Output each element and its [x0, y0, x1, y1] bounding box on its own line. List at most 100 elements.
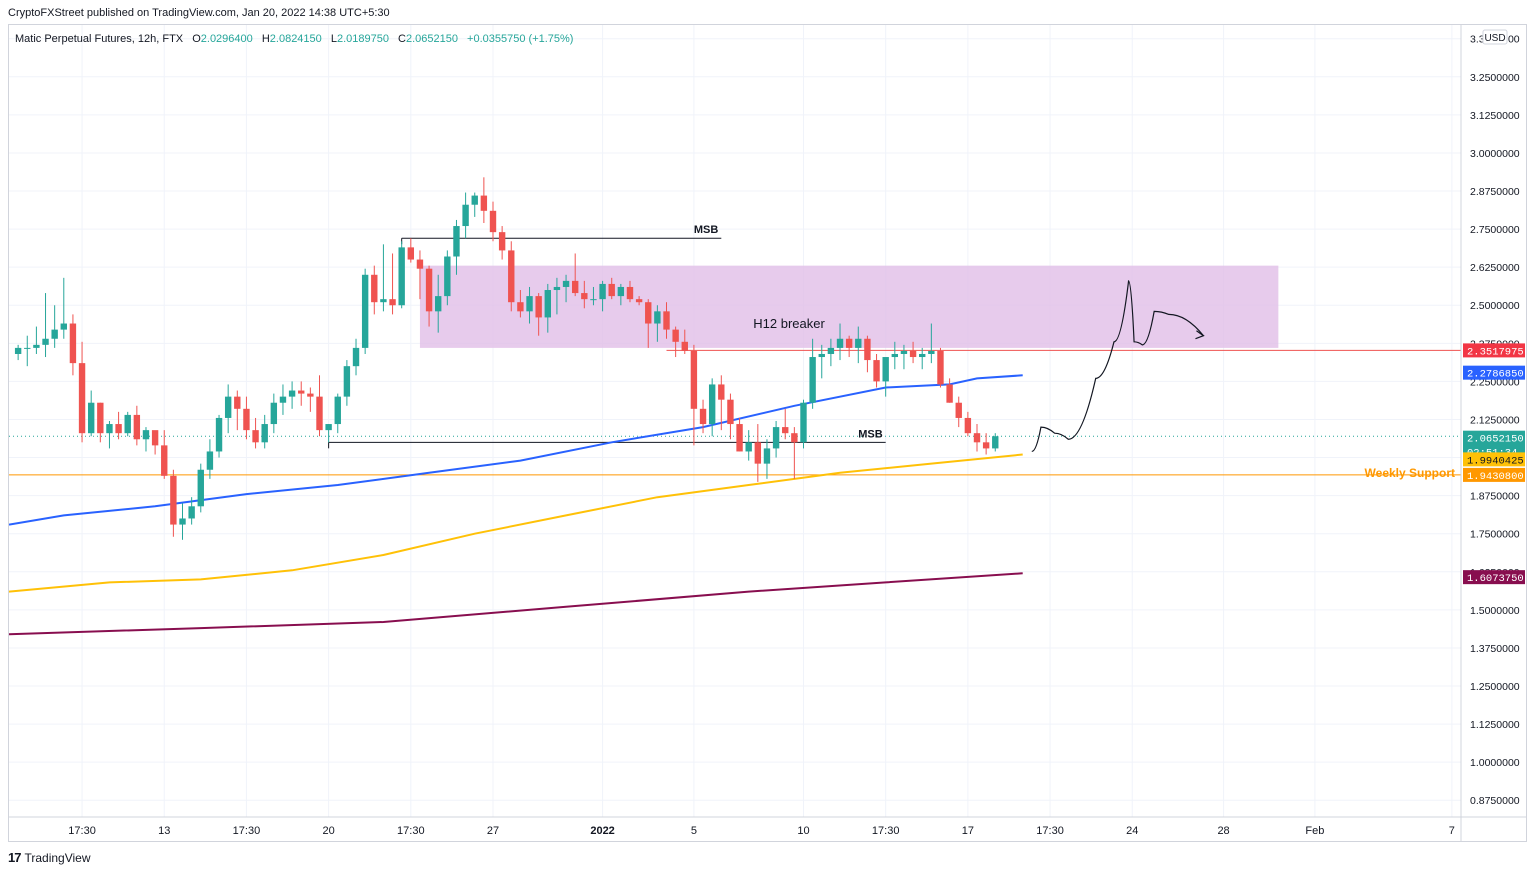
candle-body: [14, 347, 22, 354]
candle: [855, 326, 862, 364]
price-label-bg: [1463, 343, 1525, 358]
candle-body: [489, 210, 497, 233]
y-tick-label: 2.6250000: [1470, 262, 1520, 274]
candle-body: [380, 299, 387, 303]
candle: [334, 393, 341, 434]
candle: [279, 384, 287, 415]
candle: [727, 393, 734, 440]
open-label: O: [192, 33, 201, 45]
currency-label: USD: [1484, 33, 1505, 44]
axes-layer: 0.8750000 1.0000000 1.1250000 1.2500000 1.37…: [9, 25, 1526, 841]
candle-body: [992, 436, 999, 449]
candle-body: [964, 417, 972, 434]
candle: [14, 344, 22, 361]
legend-line: Matic Perpetual Futures, 12h, FTX O2.029…: [15, 33, 573, 45]
candle-body: [97, 402, 104, 434]
candle: [69, 314, 77, 376]
price-label: 2.0652150: [1467, 434, 1524, 446]
candlestick-chart[interactable]: H12 breaker MSB MSB 0.8750000 1.0000000 1.12…: [9, 25, 1526, 841]
candle-body: [909, 350, 917, 358]
candle-body: [188, 506, 195, 519]
candle: [142, 427, 150, 452]
tradingview-logo[interactable]: 17 TradingView: [8, 850, 91, 865]
candle: [489, 201, 497, 242]
candle-body: [864, 338, 871, 361]
candle: [215, 414, 223, 458]
candle: [672, 326, 679, 358]
candle: [900, 344, 908, 370]
y-tick-label: 2.7500000: [1470, 224, 1520, 236]
candle-body: [133, 414, 141, 440]
candle: [416, 250, 424, 300]
candle-body: [498, 232, 506, 251]
zones-layer: [419, 265, 1279, 348]
candle: [453, 219, 460, 275]
currency-badge[interactable]: [1482, 29, 1508, 45]
candle: [590, 286, 597, 306]
candle-body: [946, 384, 953, 403]
candle: [635, 296, 643, 306]
candle: [24, 335, 31, 367]
candle-body: [416, 259, 424, 269]
y-tick-label: 3.0000000: [1470, 148, 1520, 160]
candle: [389, 253, 396, 315]
candle-body: [151, 430, 159, 446]
candle: [161, 430, 168, 479]
candle-body: [33, 344, 40, 348]
candle: [425, 265, 433, 327]
y-tick-label: 1.8750000: [1470, 491, 1520, 503]
candle: [60, 277, 67, 339]
candle: [316, 375, 323, 437]
candle: [581, 280, 588, 309]
candle-body: [252, 430, 259, 443]
price-label: 2.3517975: [1467, 346, 1524, 358]
y-tick-label: 1.3750000: [1470, 643, 1520, 655]
annotations-layer: H12 breaker MSB MSB: [694, 224, 883, 440]
candle: [480, 177, 488, 223]
candle-body: [389, 299, 396, 306]
x-tick-label: Feb: [1305, 825, 1324, 837]
candles-layer: [14, 177, 999, 540]
candle-body: [325, 424, 332, 431]
candle-body: [243, 408, 250, 431]
candle-body: [562, 280, 570, 287]
x-tick-label: 17:30: [872, 825, 900, 837]
candle: [681, 329, 688, 354]
candle: [252, 417, 259, 449]
candle-body: [334, 396, 341, 425]
candle: [106, 421, 113, 449]
y-tick-label: 2.8750000: [1470, 186, 1520, 198]
candle-body: [626, 286, 634, 300]
candle: [791, 427, 798, 479]
candle: [718, 375, 725, 431]
candle-body: [608, 283, 615, 297]
x-tick-label: 20: [322, 825, 334, 837]
candle: [626, 280, 634, 303]
x-tick-label: 27: [487, 825, 499, 837]
candle: [955, 396, 962, 428]
candle-body: [553, 286, 561, 291]
candle-body: [161, 445, 168, 476]
candle: [197, 463, 204, 513]
candle: [352, 338, 360, 376]
candle: [42, 293, 49, 358]
projection-arrow-icon: [1195, 330, 1205, 340]
candle-body: [736, 424, 743, 452]
candle-body: [60, 323, 67, 330]
candle-body: [407, 247, 415, 260]
candle: [234, 390, 241, 431]
candle: [553, 277, 561, 315]
candle-body: [435, 296, 442, 312]
y-tick-label: 1.1250000: [1470, 719, 1520, 731]
candle-body: [745, 442, 752, 452]
candle: [690, 344, 698, 446]
candle: [809, 338, 816, 409]
candle-body: [800, 402, 807, 443]
candle-body: [197, 469, 204, 507]
candle-body: [690, 350, 698, 409]
breaker-zone: [419, 265, 1279, 348]
candle: [745, 430, 752, 461]
candle-body: [361, 274, 369, 348]
tradingview-logo-icon: 17: [8, 850, 22, 865]
candle: [845, 335, 853, 358]
